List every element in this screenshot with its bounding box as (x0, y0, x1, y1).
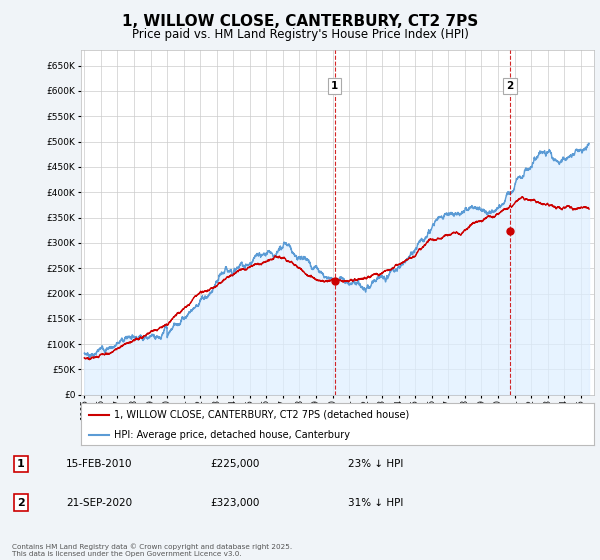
Text: 31% ↓ HPI: 31% ↓ HPI (348, 498, 403, 507)
Text: Price paid vs. HM Land Registry's House Price Index (HPI): Price paid vs. HM Land Registry's House … (131, 28, 469, 41)
Text: 2: 2 (17, 498, 25, 507)
Text: 23% ↓ HPI: 23% ↓ HPI (348, 459, 403, 469)
Text: Contains HM Land Registry data © Crown copyright and database right 2025.
This d: Contains HM Land Registry data © Crown c… (12, 544, 292, 557)
Text: 15-FEB-2010: 15-FEB-2010 (66, 459, 133, 469)
Text: HPI: Average price, detached house, Canterbury: HPI: Average price, detached house, Cant… (115, 430, 350, 440)
Text: £225,000: £225,000 (210, 459, 259, 469)
Text: 1: 1 (17, 459, 25, 469)
Text: 1, WILLOW CLOSE, CANTERBURY, CT2 7PS: 1, WILLOW CLOSE, CANTERBURY, CT2 7PS (122, 14, 478, 29)
Text: 1, WILLOW CLOSE, CANTERBURY, CT2 7PS (detached house): 1, WILLOW CLOSE, CANTERBURY, CT2 7PS (de… (115, 410, 410, 420)
Text: 2: 2 (506, 81, 514, 91)
Text: 1: 1 (331, 81, 338, 91)
Text: 21-SEP-2020: 21-SEP-2020 (66, 498, 132, 507)
Text: £323,000: £323,000 (210, 498, 259, 507)
